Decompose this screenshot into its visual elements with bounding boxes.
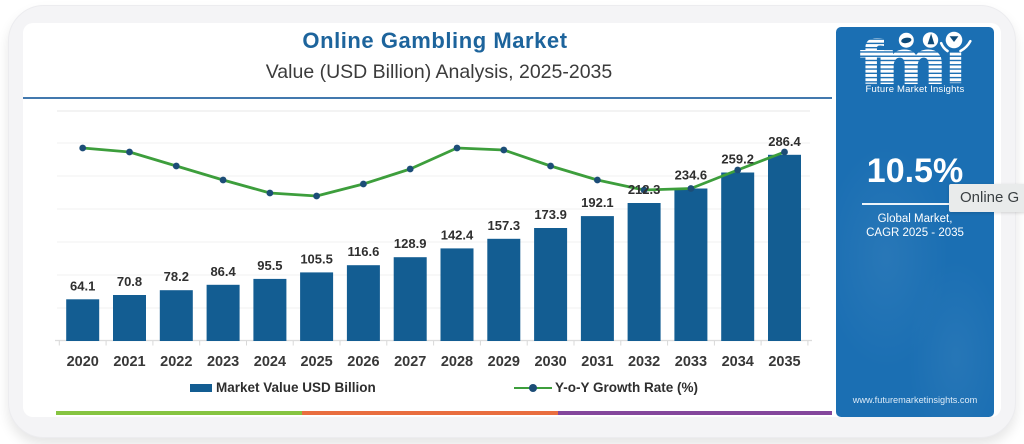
svg-text:105.5: 105.5: [300, 251, 333, 266]
svg-text:2027: 2027: [394, 354, 426, 370]
svg-text:2035: 2035: [768, 354, 800, 370]
svg-text:2029: 2029: [488, 354, 520, 370]
svg-text:2032: 2032: [628, 354, 660, 370]
svg-text:2023: 2023: [207, 354, 239, 370]
svg-text:95.5: 95.5: [257, 258, 282, 273]
svg-text:2034: 2034: [722, 354, 754, 370]
svg-text:116.6: 116.6: [347, 244, 379, 259]
svg-text:2021: 2021: [113, 354, 145, 370]
svg-text:192.1: 192.1: [581, 195, 614, 210]
svg-text:142.4: 142.4: [441, 227, 474, 242]
svg-text:2024: 2024: [254, 354, 286, 370]
svg-text:64.1: 64.1: [70, 278, 95, 293]
svg-text:212.3: 212.3: [628, 182, 661, 197]
svg-text:2026: 2026: [347, 354, 379, 370]
svg-text:286.4: 286.4: [768, 134, 801, 149]
svg-text:86.4: 86.4: [210, 264, 236, 279]
svg-text:70.8: 70.8: [117, 274, 142, 289]
svg-text:2020: 2020: [67, 354, 99, 370]
svg-text:128.9: 128.9: [394, 236, 427, 251]
svg-text:2031: 2031: [581, 354, 613, 370]
svg-text:78.2: 78.2: [164, 269, 189, 284]
svg-text:2025: 2025: [300, 354, 332, 370]
svg-text:2033: 2033: [675, 354, 707, 370]
svg-text:2030: 2030: [534, 354, 566, 370]
svg-text:259.2: 259.2: [721, 152, 754, 167]
svg-text:234.6: 234.6: [675, 168, 708, 183]
svg-text:f: f: [860, 29, 883, 96]
svg-text:2022: 2022: [160, 354, 192, 370]
svg-text:173.9: 173.9: [534, 207, 567, 222]
svg-text:157.3: 157.3: [488, 218, 521, 233]
svg-text:2028: 2028: [441, 354, 473, 370]
